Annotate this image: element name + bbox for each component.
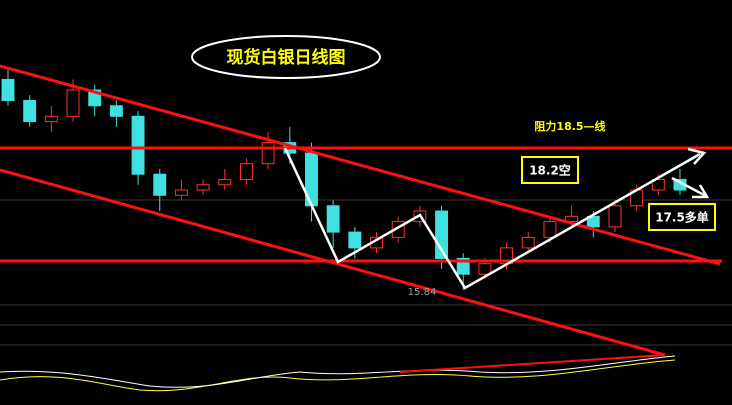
macd-line — [0, 359, 676, 392]
down-arrow — [671, 176, 707, 198]
annotation: 17.5多单 — [655, 210, 709, 225]
candle-body — [651, 178, 665, 191]
channel-lower — [0, 168, 666, 357]
candle-body — [1, 78, 15, 102]
candle-body — [153, 173, 167, 196]
candle-body — [543, 221, 557, 238]
title-frame — [191, 35, 381, 79]
annotation: 18.2空 — [529, 163, 571, 178]
candle-body — [326, 205, 340, 233]
candle-body — [478, 263, 492, 275]
candle-body — [23, 100, 37, 123]
chart-title: 现货白银日线图 — [227, 47, 346, 68]
candle-body — [239, 163, 253, 180]
arrow-head — [692, 184, 710, 199]
candle-body — [109, 105, 123, 117]
candle-body — [586, 215, 600, 228]
candle-body — [608, 205, 622, 228]
channel-tail — [399, 354, 666, 373]
candle-body — [44, 115, 58, 123]
macd — [0, 354, 676, 392]
trend-lines — [0, 64, 732, 357]
channel-upper — [0, 64, 721, 266]
path-arrow — [283, 147, 701, 290]
candle-body — [521, 236, 535, 249]
candle-body — [174, 189, 188, 196]
candle-body — [196, 184, 210, 191]
annotation: 阻力18.5—线 — [534, 119, 605, 133]
low-label: 15.84 — [408, 287, 437, 298]
annotation-box — [648, 203, 716, 231]
candle-body — [131, 115, 145, 175]
candle-body — [456, 257, 470, 275]
candle-body — [88, 89, 102, 107]
candle-body — [218, 178, 232, 186]
candle-body — [348, 231, 362, 249]
signal-line — [0, 355, 676, 388]
candle-body — [565, 215, 579, 223]
panel-lines — [0, 199, 732, 346]
candle-body — [66, 89, 80, 117]
candle-body — [435, 210, 449, 259]
candle-body — [391, 221, 405, 238]
forecast-arrows — [283, 147, 710, 290]
annotation-box — [521, 156, 579, 184]
candle-body — [261, 142, 275, 165]
arrow-head — [687, 147, 707, 165]
